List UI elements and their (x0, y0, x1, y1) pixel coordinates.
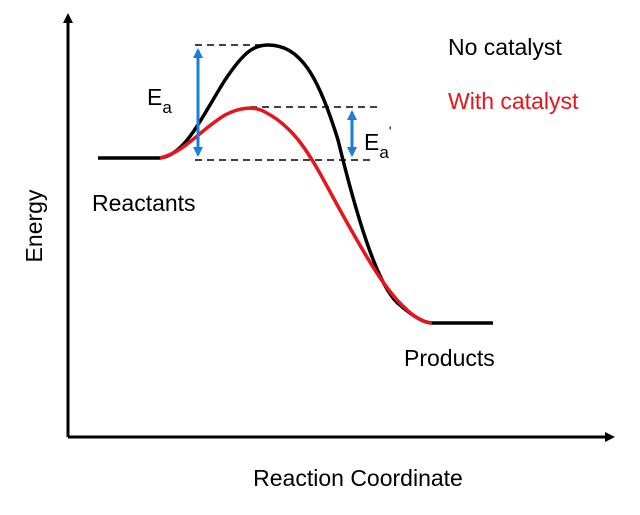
x-axis-label: Reaction Coordinate (253, 465, 463, 491)
y-axis-label: Energy (21, 189, 47, 262)
curve-with-catalyst (159, 106, 433, 325)
legend-entry: With catalyst (448, 88, 579, 114)
ea-prime-symbol: E (364, 129, 379, 155)
reactants-label: Reactants (92, 190, 196, 216)
legend-entry: No catalyst (448, 34, 562, 60)
ea-symbol: E (147, 84, 162, 110)
products-label: Products (404, 345, 495, 371)
ea-subscript: a (162, 98, 172, 117)
ea-prime-mark: ' (389, 123, 392, 139)
ea-label: Ea (147, 84, 172, 117)
ea-prime-label: Ea' (364, 123, 392, 162)
ea-prime-subscript: a (379, 143, 389, 162)
